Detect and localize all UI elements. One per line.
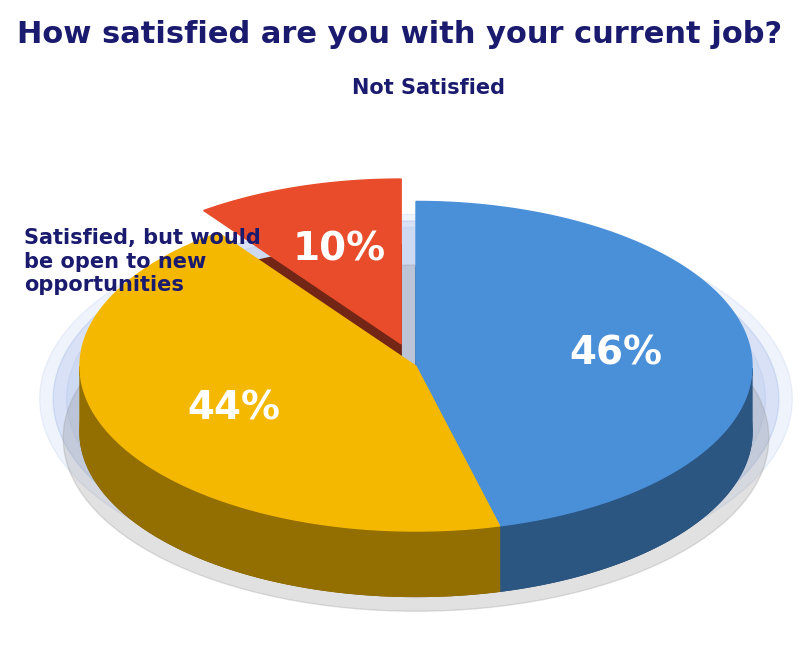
Text: How satisfied are you with your current job?: How satisfied are you with your current … <box>18 20 782 48</box>
Text: Not Satisfied: Not Satisfied <box>351 78 505 98</box>
Polygon shape <box>204 245 401 409</box>
Text: 44%: 44% <box>187 389 280 427</box>
Polygon shape <box>416 201 752 526</box>
Polygon shape <box>204 179 401 344</box>
Text: 46%: 46% <box>570 335 662 373</box>
Ellipse shape <box>40 215 792 583</box>
Text: Satisfied, but would
be open to new
opportunities: Satisfied, but would be open to new oppo… <box>24 228 261 295</box>
Ellipse shape <box>66 228 766 570</box>
Polygon shape <box>80 367 499 596</box>
Ellipse shape <box>63 265 769 611</box>
Text: 10%: 10% <box>292 231 386 269</box>
Ellipse shape <box>53 221 779 577</box>
Polygon shape <box>416 267 752 591</box>
Polygon shape <box>80 298 499 596</box>
Polygon shape <box>499 368 752 591</box>
Polygon shape <box>80 233 499 531</box>
